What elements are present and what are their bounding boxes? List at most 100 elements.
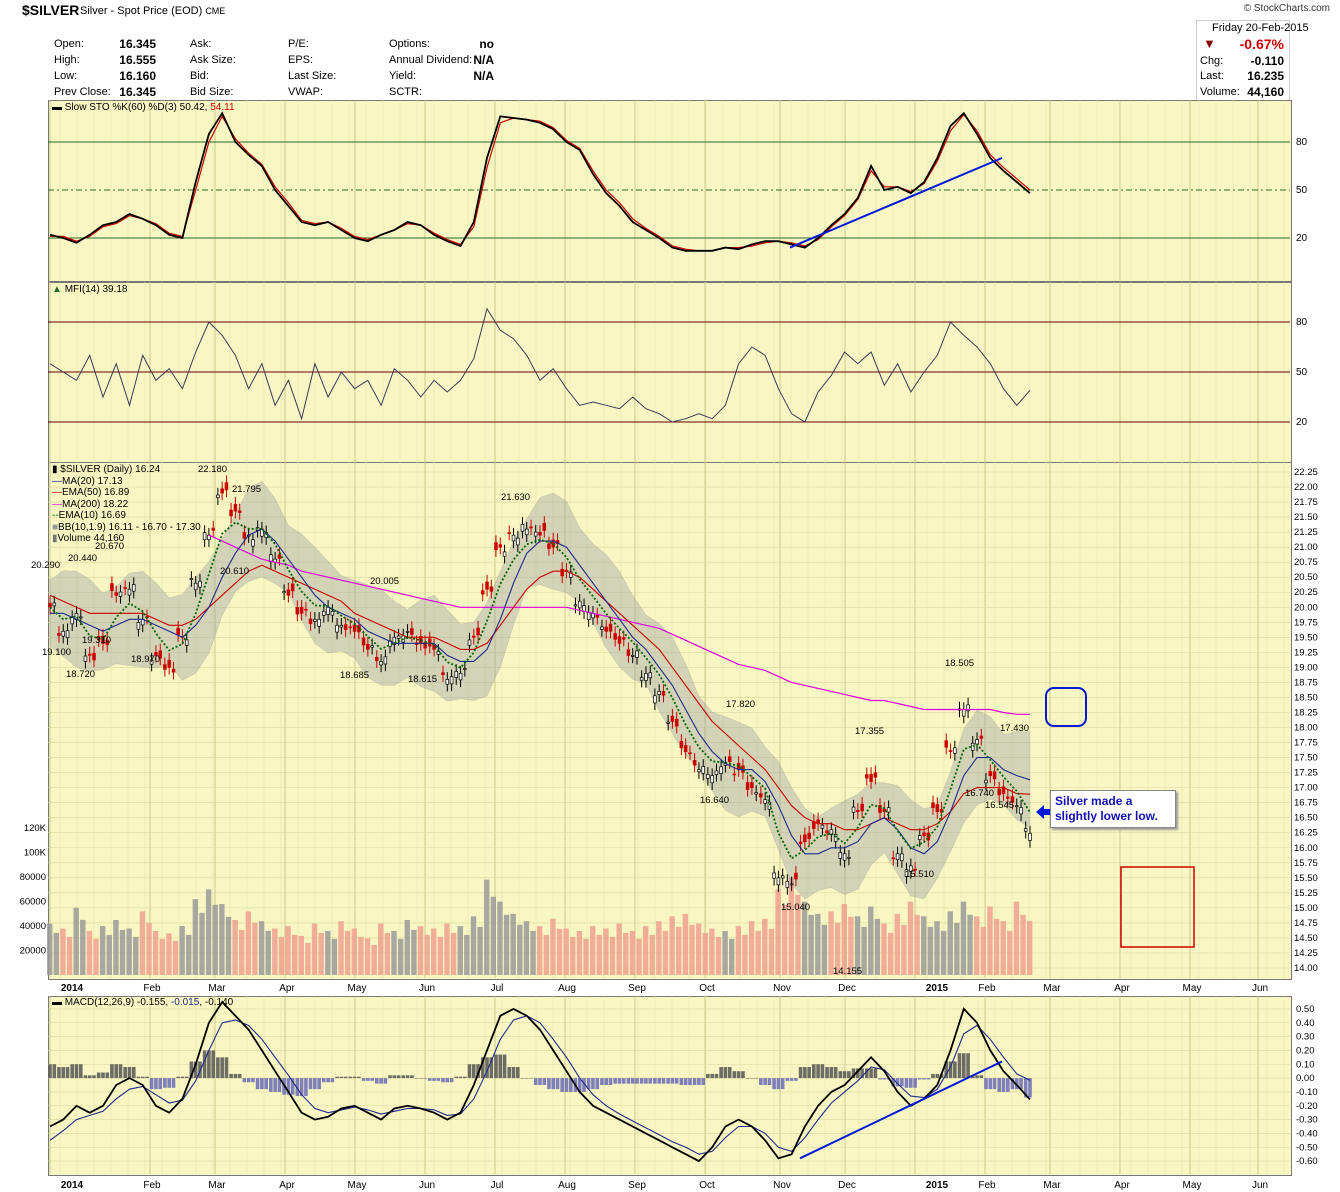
low-label: Low: bbox=[54, 70, 78, 82]
macd-histogram-bar bbox=[657, 1078, 661, 1084]
candle-body bbox=[569, 571, 573, 578]
candle-body bbox=[295, 607, 300, 615]
candle-body bbox=[533, 531, 538, 537]
macd-histogram-bar bbox=[290, 1078, 295, 1095]
macd-histogram-bar bbox=[163, 1078, 167, 1088]
macd-histogram-bar bbox=[494, 1054, 498, 1079]
candle-body bbox=[988, 771, 993, 776]
symbol-description: Silver - Spot Price (EOD) CME bbox=[80, 5, 226, 17]
macd-histogram-bar bbox=[392, 1075, 397, 1079]
volume-bar bbox=[695, 923, 702, 975]
macd-histogram-bar bbox=[348, 1076, 353, 1079]
macd-histogram-bar bbox=[131, 1067, 136, 1079]
candle-body bbox=[286, 589, 291, 596]
macd-histogram-bar bbox=[604, 1078, 609, 1085]
macd-histogram-bar bbox=[277, 1078, 282, 1092]
x-tick-label: Dec bbox=[838, 983, 856, 994]
volume-bar bbox=[1013, 901, 1020, 975]
volume-bar bbox=[603, 928, 609, 975]
price-tick-label: 20.50 bbox=[1294, 572, 1318, 583]
candle-body bbox=[586, 612, 591, 621]
candle-body bbox=[525, 528, 529, 536]
macd-histogram-bar bbox=[794, 1078, 798, 1081]
candle-body bbox=[379, 661, 383, 666]
volume-bar bbox=[298, 935, 305, 975]
price-tick-label: 14.25 bbox=[1294, 948, 1318, 959]
candle-body bbox=[838, 851, 843, 859]
volume-bar bbox=[444, 923, 450, 975]
volume-bar bbox=[106, 934, 112, 975]
ema10-line bbox=[49, 521, 1031, 860]
candle-body bbox=[242, 532, 247, 539]
macd-histogram-bar bbox=[807, 1067, 811, 1079]
candle-body bbox=[878, 805, 882, 813]
macd-histogram-bar bbox=[909, 1078, 913, 1088]
price-annotation: 21.795 bbox=[232, 484, 261, 495]
volume-bar bbox=[258, 921, 265, 975]
macd-tick-label: -0.50 bbox=[1296, 1142, 1318, 1153]
candle-body bbox=[454, 671, 458, 678]
candle-body bbox=[1010, 796, 1015, 803]
data-layer bbox=[47, 111, 1195, 1163]
mfi-title: MFI(14) bbox=[64, 284, 100, 295]
sto-trendline bbox=[789, 157, 1003, 249]
macd-histogram-bar bbox=[410, 1075, 414, 1079]
candle-body bbox=[184, 639, 189, 646]
x-tick-label: Mar bbox=[1043, 983, 1061, 994]
candle-body bbox=[909, 865, 913, 872]
macd-histogram-bar bbox=[891, 1078, 896, 1087]
volume-bar bbox=[278, 936, 285, 975]
candle-body bbox=[480, 590, 485, 595]
change-percent: -0.67% bbox=[1239, 36, 1284, 52]
copyright-text[interactable]: © StockCharts.com bbox=[1243, 3, 1330, 14]
macd-histogram-bar bbox=[860, 1068, 864, 1079]
candle-body bbox=[727, 756, 732, 763]
candle-body bbox=[220, 488, 224, 494]
candle-body bbox=[163, 664, 167, 670]
candle-body bbox=[485, 581, 489, 590]
macd-histogram-bar bbox=[842, 1071, 847, 1079]
candle-body bbox=[900, 853, 904, 861]
macd-histogram-bar bbox=[260, 1078, 264, 1090]
macd-histogram-bar bbox=[1028, 1078, 1032, 1098]
candle-body bbox=[149, 659, 154, 665]
volume-bar bbox=[702, 932, 708, 975]
open-value: 16.345 bbox=[119, 37, 156, 51]
x-tick-label: 2014 bbox=[61, 1180, 84, 1191]
x-tick-label: Jul bbox=[491, 1180, 504, 1191]
volume-bar bbox=[364, 938, 371, 975]
candle-body bbox=[577, 600, 582, 609]
high-label: High: bbox=[54, 54, 80, 66]
volume-bar bbox=[1000, 921, 1006, 975]
legend-ema10: --EMA(10) 16.69 bbox=[52, 510, 126, 521]
candle-body bbox=[1006, 796, 1010, 799]
candle-body bbox=[507, 532, 511, 535]
macd-histogram-bar bbox=[529, 1078, 533, 1079]
macd-histogram-bar bbox=[189, 1061, 194, 1079]
price-annotation: 17.355 bbox=[855, 726, 884, 737]
candle-body bbox=[759, 793, 763, 798]
volume-bar bbox=[616, 923, 622, 975]
macd-histogram-bar bbox=[653, 1078, 657, 1084]
price-annotation: 19.100 bbox=[42, 647, 71, 658]
macd-histogram-bar bbox=[953, 1061, 957, 1079]
volume-bar bbox=[589, 926, 596, 975]
volume-bar bbox=[523, 921, 530, 975]
x-tick-label: Aug bbox=[558, 983, 576, 994]
volume-bar bbox=[285, 926, 291, 975]
price-tick-label: 15.25 bbox=[1294, 888, 1318, 899]
candle-body bbox=[692, 760, 697, 766]
price-annotation: 15.040 bbox=[781, 902, 810, 913]
macd-histogram-bar bbox=[57, 1067, 61, 1079]
volume-bar bbox=[921, 916, 927, 975]
volume-bar bbox=[404, 919, 410, 975]
legend-volume: ▮Volume 44,160 bbox=[52, 533, 125, 544]
x-tick-label: Apr bbox=[1114, 1180, 1130, 1191]
macd-histogram-bar bbox=[216, 1057, 220, 1079]
macd-histogram-bar bbox=[670, 1078, 675, 1084]
macd-histogram-bar bbox=[308, 1078, 313, 1090]
x-tick-label: Jun bbox=[1252, 1180, 1268, 1191]
price-tick-label: 16.75 bbox=[1294, 798, 1318, 809]
macd-histogram-bar bbox=[750, 1078, 754, 1079]
candle-body bbox=[865, 774, 869, 779]
